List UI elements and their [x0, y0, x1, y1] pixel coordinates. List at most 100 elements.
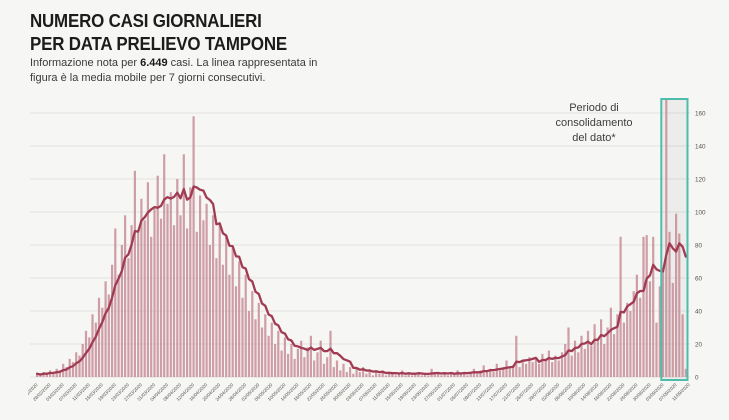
consolidation-band-border	[660, 98, 689, 381]
daily-cases-bar	[560, 352, 564, 378]
daily-cases-bar	[101, 307, 104, 377]
daily-cases-bar	[437, 372, 440, 377]
daily-cases-bar	[450, 372, 453, 377]
daily-cases-bar	[668, 231, 671, 377]
daily-cases-bar	[238, 261, 241, 377]
daily-cases-bar	[212, 215, 215, 377]
daily-cases-bar	[153, 208, 156, 377]
daily-cases-bar	[525, 363, 528, 377]
daily-cases-bar	[554, 355, 557, 377]
daily-cases-bar	[626, 302, 629, 378]
daily-cases-bar	[189, 187, 192, 378]
daily-cases-bar	[65, 367, 68, 377]
daily-cases-bar	[283, 337, 286, 377]
page-title-line1: NUMERO CASI GIORNALIERI	[30, 11, 262, 31]
daily-cases-bar	[39, 375, 42, 377]
daily-cases-bar	[427, 375, 430, 377]
daily-cases-bar	[671, 282, 674, 377]
daily-cases-bar	[388, 372, 391, 377]
daily-cases-bar	[635, 274, 638, 377]
daily-cases-bar	[368, 370, 371, 377]
daily-cases-bar	[270, 322, 273, 377]
daily-cases-bar	[352, 373, 355, 377]
daily-cases-bar	[287, 353, 290, 377]
consolidation-annotation: Periodo di consolidamento del dato*	[534, 101, 654, 146]
daily-cases-bar	[616, 314, 619, 377]
daily-cases-bar	[410, 375, 414, 377]
daily-cases-bar	[531, 362, 534, 377]
daily-cases-bar	[58, 370, 61, 377]
daily-cases-bar	[365, 373, 368, 377]
daily-cases-bar	[538, 363, 541, 377]
daily-cases-bar	[339, 370, 342, 377]
daily-cases-bar	[316, 352, 319, 378]
daily-cases-bar	[192, 116, 195, 378]
daily-cases-bar	[407, 372, 410, 377]
daily-cases-bar	[675, 213, 678, 377]
daily-cases-bar	[130, 225, 133, 377]
daily-cases-bar	[573, 340, 577, 377]
daily-cases-bar	[534, 358, 537, 377]
daily-cases-bar	[551, 362, 554, 377]
daily-cases-bar	[114, 228, 117, 377]
daily-cases-bar	[485, 372, 489, 377]
moving-average-line	[35, 185, 687, 376]
daily-cases-bar	[309, 335, 312, 378]
daily-cases-bar	[313, 360, 316, 377]
daily-cases-bar	[52, 372, 55, 377]
daily-cases-bar	[163, 154, 166, 378]
daily-cases-bar	[381, 370, 384, 377]
daily-cases-bar	[521, 360, 524, 377]
daily-cases-bar	[264, 314, 267, 377]
daily-cases-bar	[221, 264, 224, 377]
daily-cases-bar	[322, 363, 326, 377]
daily-cases-bar	[645, 235, 648, 377]
daily-cases-bar	[159, 218, 163, 377]
daily-cases-bar	[97, 297, 101, 377]
daily-cases-bar	[88, 337, 91, 377]
daily-cases-bar	[469, 372, 472, 377]
daily-cases-bar	[528, 357, 531, 377]
daily-cases-bar	[583, 348, 586, 377]
daily-cases-chart: 02040608010012014016024/02/202028/02/202…	[28, 98, 706, 402]
daily-cases-bar	[420, 375, 423, 377]
daily-cases-bar	[117, 274, 120, 377]
daily-cases-bar	[609, 307, 612, 377]
daily-cases-bar	[94, 322, 97, 377]
subtitle-text-tail: casi. La linea rappresentata in figura è…	[30, 57, 318, 84]
daily-cases-bar	[133, 170, 136, 378]
daily-cases-bar	[375, 372, 378, 377]
daily-cases-bar	[280, 350, 283, 377]
daily-cases-bar	[306, 347, 309, 377]
daily-cases-bar	[186, 228, 189, 377]
daily-cases-bar	[564, 344, 567, 377]
daily-cases-bar	[622, 322, 625, 377]
daily-cases-bar	[498, 370, 502, 377]
daily-cases-bar	[329, 330, 332, 377]
daily-cases-bar	[247, 311, 251, 377]
daily-cases-bar	[104, 281, 107, 377]
daily-cases-bar	[414, 373, 417, 377]
daily-cases-bar	[349, 367, 352, 377]
daily-cases-bar	[355, 368, 358, 378]
daily-cases-bar	[182, 154, 185, 378]
daily-cases-bar	[244, 274, 247, 377]
daily-cases-bar	[433, 373, 436, 377]
daily-cases-bar	[655, 322, 658, 377]
daily-cases-bar	[179, 215, 182, 377]
daily-cases-bar	[446, 375, 449, 377]
daily-cases-bar	[639, 297, 642, 377]
daily-cases-bar	[463, 372, 466, 377]
daily-cases-bar	[166, 203, 169, 378]
daily-cases-bar	[661, 269, 665, 378]
daily-cases-bar	[36, 373, 39, 377]
daily-cases-bar	[345, 372, 348, 377]
y-axis-tick-label: 80	[695, 242, 703, 249]
daily-cases-bar	[335, 360, 339, 377]
daily-cases-bar	[150, 236, 153, 378]
daily-cases-bar	[303, 357, 306, 377]
daily-cases-bar	[391, 373, 394, 377]
daily-cases-bar	[440, 375, 443, 377]
daily-cases-bar	[600, 319, 603, 378]
